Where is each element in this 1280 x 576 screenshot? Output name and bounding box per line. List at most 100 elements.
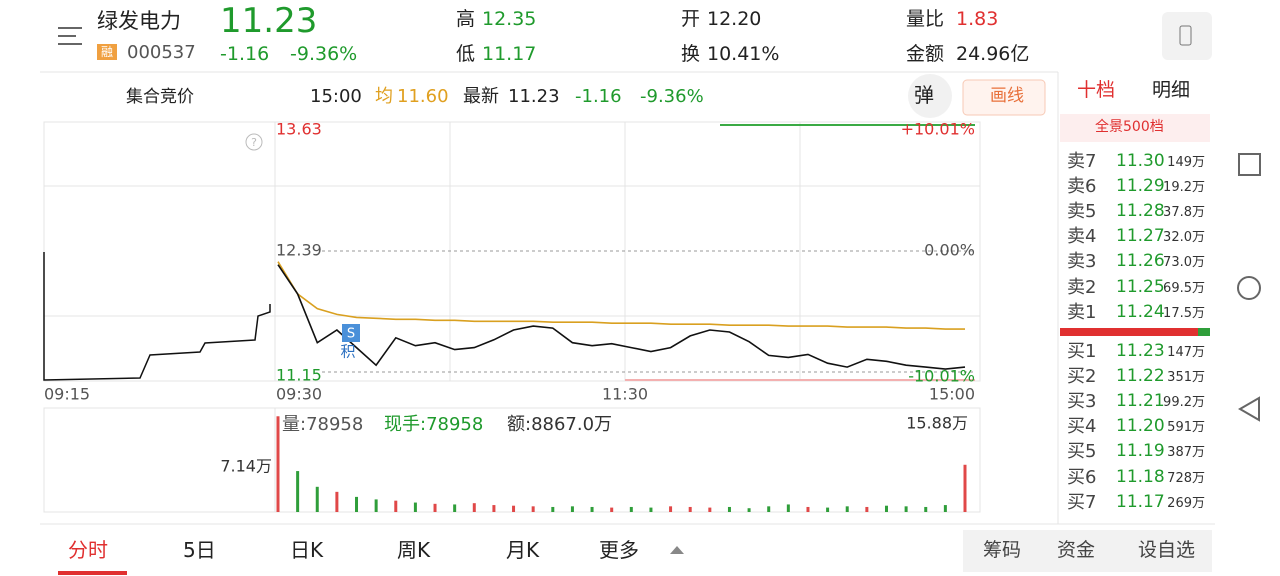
open-label: 开: [681, 8, 701, 30]
book-price: 11.21: [1116, 391, 1165, 412]
amount-label: 金额: [906, 43, 945, 65]
turnover-label: 换: [681, 43, 701, 65]
bottom-button[interactable]: 设自选: [1138, 539, 1196, 561]
y2-tick-label: 0.00%: [924, 241, 975, 260]
bottom-button[interactable]: 筹码: [983, 539, 1022, 561]
vol-tick-label: 15.88万: [906, 414, 968, 433]
open: 12.20: [707, 8, 762, 30]
menu-icon[interactable]: [58, 27, 82, 45]
book-level: 买6: [1067, 466, 1097, 488]
draw-button[interactable]: [962, 79, 1046, 116]
volume-bar: [727, 506, 731, 512]
book-level: 卖4: [1067, 226, 1097, 248]
y2-tick-label: +10.01%: [901, 120, 975, 139]
volume-bar: [531, 506, 535, 512]
bottom-tab[interactable]: 日K: [290, 538, 324, 562]
book-level: 买1: [1067, 341, 1097, 362]
book-volume: 99.2万: [1163, 395, 1205, 411]
bottom-tab[interactable]: 5日: [183, 538, 216, 562]
volume-bar: [374, 499, 378, 512]
book-price: 11.26: [1116, 251, 1165, 272]
sub-change-pct: -9.36%: [640, 86, 704, 107]
volume-bar: [492, 505, 496, 512]
y2-tick-label: -10.01%: [908, 367, 975, 386]
change: -1.16: [220, 43, 270, 65]
mode: 集合竞价: [126, 87, 194, 107]
book-level: 卖3: [1067, 251, 1097, 273]
change-pct: -9.36%: [290, 43, 358, 65]
popup-button[interactable]: [908, 74, 952, 118]
latest-label: 最新: [463, 86, 499, 107]
help-icon[interactable]: [245, 133, 263, 151]
book-level: 卖1: [1067, 301, 1097, 323]
book-price: 11.22: [1116, 366, 1165, 387]
book-level: 卖5: [1067, 201, 1097, 223]
book-level: 卖6: [1067, 176, 1097, 198]
book-price: 11.24: [1116, 301, 1165, 322]
book-volume: 147万: [1167, 345, 1205, 360]
book-volume: 69.5万: [1163, 280, 1205, 296]
y-tick-label: 13.63: [276, 120, 322, 139]
volume-bar: [924, 506, 928, 512]
more-arrow[interactable]: [670, 546, 684, 554]
book-volume: 591万: [1167, 420, 1205, 436]
bottom-tab[interactable]: 更多: [599, 538, 639, 562]
sub-time: 15:00: [310, 86, 362, 107]
price-line: [277, 264, 966, 370]
device-icon: [1179, 25, 1192, 46]
book-tab[interactable]: 十档: [1077, 79, 1116, 101]
book-volume: 269万: [1167, 495, 1205, 511]
book-volume: 37.8万: [1163, 205, 1205, 221]
nav-home[interactable]: [1237, 276, 1261, 300]
volume-bar: [512, 505, 516, 512]
volume-bar: [355, 496, 359, 512]
volume-bar: [904, 506, 908, 512]
volume-bar: [845, 506, 849, 512]
book-level: 卖7: [1067, 151, 1097, 172]
book-price: 11.25: [1116, 276, 1165, 297]
bottom-button[interactable]: 资金: [1057, 539, 1096, 561]
volume-bar: [806, 506, 810, 512]
volume-bar: [590, 506, 594, 512]
volume-bar: [884, 505, 888, 512]
volume-bar: [335, 491, 339, 512]
book-volume: 73.0万: [1163, 255, 1205, 271]
book-price: 11.23: [1116, 341, 1165, 361]
volume-bar: [472, 503, 476, 512]
book-price: 11.20: [1116, 416, 1165, 437]
book-tab[interactable]: 明细: [1152, 79, 1191, 101]
marker: S: [347, 327, 355, 342]
avg: 11.60: [397, 86, 449, 107]
bottom-tab[interactable]: 月K: [506, 538, 540, 562]
nav-back[interactable]: [1238, 396, 1260, 422]
volume-bar: [767, 506, 771, 512]
bottom-tab[interactable]: 周K: [397, 538, 431, 562]
time-label: 09:30: [276, 385, 322, 404]
book-volume: 32.0万: [1163, 230, 1205, 246]
book-price: 11.30: [1116, 151, 1165, 171]
amount-text: 额:8867.0万: [507, 414, 612, 435]
sub-change: -1.16: [575, 86, 622, 107]
book-price: 11.27: [1116, 226, 1165, 247]
panorama[interactable]: 全景500档: [1095, 119, 1164, 135]
book-price: 11.28: [1116, 201, 1165, 222]
book-volume: 149万: [1167, 155, 1205, 170]
volume-bar: [296, 471, 300, 512]
book-level: 买7: [1067, 491, 1097, 513]
nav-recent[interactable]: [1238, 153, 1261, 176]
device-button[interactable]: [1162, 12, 1212, 60]
ratio-label: 量比: [906, 8, 945, 30]
bottom-tab[interactable]: 分时: [68, 538, 108, 562]
book-volume: 728万: [1167, 470, 1205, 486]
draw-text: 画线: [990, 86, 1024, 106]
volume-bar: [453, 504, 457, 512]
book-volume: 19.2万: [1163, 180, 1205, 196]
y-tick-label: 11.15: [276, 366, 322, 385]
volume-bar: [963, 464, 967, 512]
low-label: 低: [456, 43, 476, 65]
stock-name: 绿发电力: [97, 9, 181, 33]
book-level: 买5: [1067, 441, 1097, 463]
volume-bar: [669, 506, 673, 512]
